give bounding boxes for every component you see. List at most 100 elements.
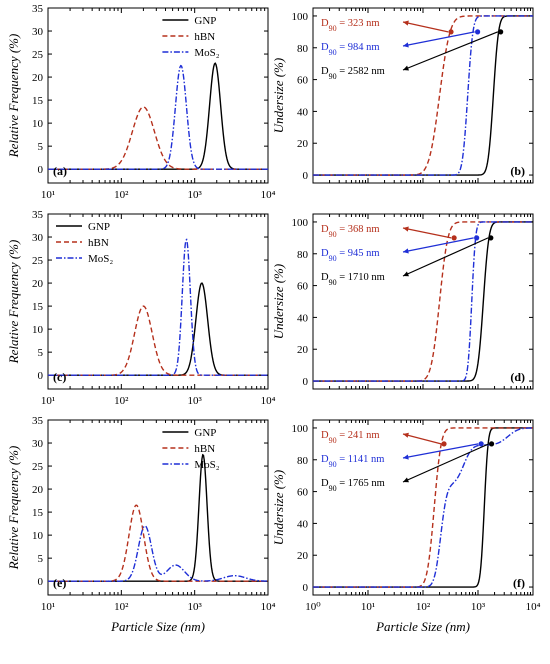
- x-tick-label: 10³: [471, 601, 486, 613]
- x-tick-label: 10⁴: [261, 395, 276, 407]
- y-tick-label: 40: [297, 518, 309, 530]
- legend-entry: MoS₂: [194, 459, 219, 471]
- y-tick-label: 80: [297, 43, 309, 55]
- d90-arrowhead: [403, 477, 409, 483]
- d90-arrowhead: [403, 432, 409, 438]
- legend-entry: MoS₂: [194, 47, 219, 59]
- legend: GNP hBN MoS₂: [56, 221, 113, 265]
- series-layer: [313, 427, 533, 588]
- legend: GNP hBN MoS₂: [162, 15, 220, 59]
- d90-marker: [478, 441, 484, 447]
- d90-arrowhead: [403, 454, 409, 460]
- y-tick-label: 60: [297, 487, 309, 499]
- d90-marker: [488, 235, 494, 241]
- y-axis-title: Undersize (%): [271, 470, 286, 545]
- x-tick-label: 10²: [416, 601, 431, 613]
- legend-entry: GNP: [194, 15, 216, 27]
- x-tick-label: 10¹: [41, 189, 55, 201]
- series-layer: [313, 15, 533, 176]
- d90-arrow: [402, 227, 452, 239]
- x-tick-label: 10²: [114, 601, 129, 613]
- y-tick-label: 0: [303, 376, 309, 388]
- panel-label: (d): [510, 370, 525, 384]
- y-tick-label: 0: [38, 370, 44, 382]
- d90-label: D90 = 323 nm: [321, 18, 380, 33]
- d90-label: D90 = 945 nm: [321, 248, 380, 263]
- y-tick-label: 40: [297, 312, 309, 324]
- legend-entry: hBN: [88, 237, 109, 249]
- series-line-mos: [48, 238, 268, 376]
- d90-arrowhead: [403, 20, 409, 26]
- d90-arrow: [402, 433, 442, 445]
- panel-b: 0 20 40 60 80 100 Undersize (%) (b) D90 = 323 nm…: [271, 7, 534, 184]
- y-tick-label: 0: [38, 164, 44, 176]
- series-layer: [48, 453, 268, 582]
- panel-f: 0 20 40 60 80 100 10⁰ 10¹ 10² 10³ 10⁴ Undersize (%)…: [271, 419, 541, 634]
- y-tick-label: 60: [297, 75, 309, 87]
- y-tick-label: 20: [32, 278, 44, 290]
- plot-frame: [47, 7, 269, 184]
- plot-frame: [47, 419, 269, 596]
- y-tick-label: 25: [32, 49, 44, 61]
- y-axis-title: Relative Frequency (%): [6, 240, 21, 365]
- d90-marker: [448, 29, 454, 35]
- panel-label: (c): [53, 370, 66, 384]
- y-tick-label: 10: [32, 118, 44, 130]
- y-tick-label: 35: [32, 209, 44, 221]
- x-tick-label: 10³: [188, 189, 203, 201]
- legend-entry: MoS₂: [88, 253, 113, 265]
- x-tick-label: 10⁰: [305, 601, 321, 613]
- series-line-gnp: [313, 15, 533, 176]
- y-tick-label: 100: [292, 423, 309, 435]
- x-tick-label: 10²: [114, 395, 129, 407]
- legend-entry: hBN: [194, 31, 215, 43]
- y-tick-label: 20: [32, 484, 44, 496]
- d90-arrowhead: [403, 65, 409, 71]
- y-tick-label: 20: [32, 72, 44, 84]
- series-line-gnp: [313, 221, 533, 382]
- y-tick-label: 40: [297, 106, 309, 118]
- y-axis-title: Undersize (%): [271, 264, 286, 339]
- series-line-mos: [313, 221, 533, 382]
- y-tick-label: 20: [297, 344, 309, 356]
- series-line-hbn: [313, 427, 533, 588]
- y-tick-label: 10: [32, 324, 44, 336]
- y-tick-label: 25: [32, 255, 44, 267]
- d90-marker: [498, 29, 504, 35]
- y-tick-label: 5: [38, 141, 44, 153]
- series-line-mos: [48, 525, 268, 582]
- y-tick-label: 0: [303, 582, 309, 594]
- d90-arrow: [402, 31, 499, 71]
- panel-label: (b): [510, 164, 525, 178]
- series-layer: [48, 238, 268, 376]
- d90-arrowhead: [403, 248, 409, 254]
- x-tick-label: 10⁴: [526, 601, 541, 613]
- y-axis-title: Relative Frequency (%): [6, 34, 21, 159]
- panel-a: 0 5 10 15 20 25 30 35 10¹ 10² 10³ 10⁴ Relative Frequ…: [6, 3, 276, 201]
- y-tick-label: 15: [32, 507, 44, 519]
- panel-c: 0 5 10 15 20 25 30 35 10¹ 10² 10³ 10⁴ Relative Frequ…: [6, 209, 276, 407]
- y-tick-label: 35: [32, 3, 44, 15]
- legend-entry: GNP: [88, 221, 110, 233]
- y-tick-label: 30: [32, 438, 44, 450]
- d90-annotations: D90 = 368 nm D90 = 945 nm D90 = 1710 nm: [321, 224, 494, 287]
- y-axis-title: Undersize (%): [271, 58, 286, 133]
- x-axis-title: Particle Size (nm): [110, 619, 205, 634]
- d90-marker: [441, 441, 447, 447]
- panel-label: (a): [53, 164, 67, 178]
- series-line-mos: [48, 64, 268, 170]
- x-tick-label: 10³: [188, 601, 203, 613]
- y-tick-label: 5: [38, 347, 44, 359]
- series-line-mos: [313, 15, 533, 176]
- series-line-hbn: [313, 221, 533, 382]
- x-axis-title: Particle Size (nm): [375, 619, 470, 634]
- y-tick-label: 35: [32, 415, 44, 427]
- d90-arrow: [402, 443, 490, 483]
- d90-annotations: D90 = 241 nm D90 = 1141 nm D90 = 1765 nm: [321, 430, 495, 493]
- series-line-hbn: [48, 504, 268, 582]
- series-line-mos: [313, 427, 533, 588]
- x-tick-label: 10²: [114, 189, 129, 201]
- d90-arrowhead: [403, 271, 409, 277]
- series-line-hbn: [48, 106, 268, 170]
- d90-marker: [451, 235, 457, 241]
